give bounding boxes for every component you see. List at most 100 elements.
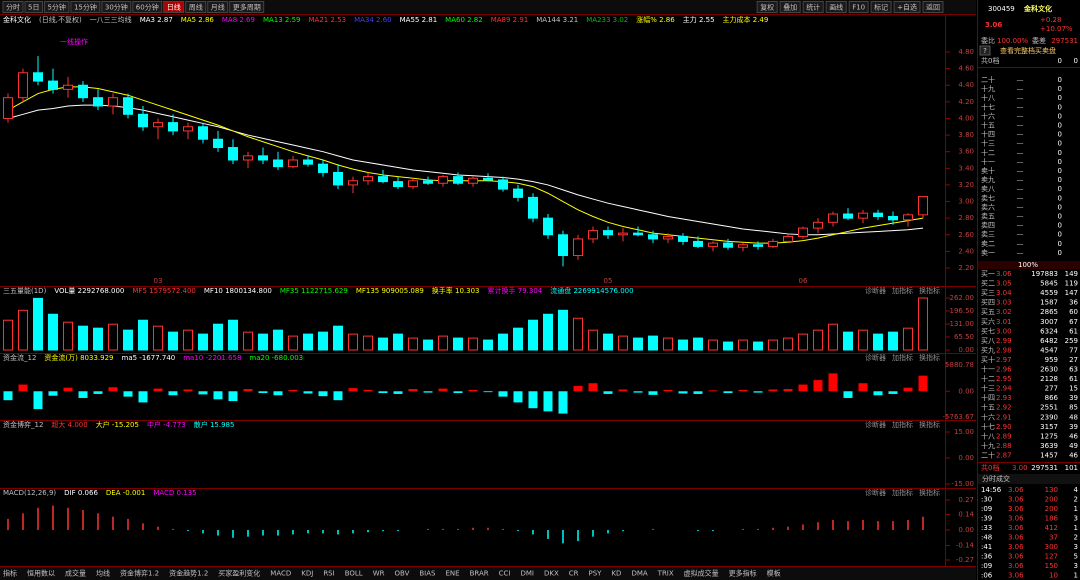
- ask-row: 0: [1058, 176, 1062, 184]
- trade-row: 14:56: [981, 486, 1002, 494]
- period-button[interactable]: 15分钟: [74, 3, 97, 12]
- indicator-tab[interactable]: CCI: [499, 570, 511, 578]
- period-button[interactable]: 60分钟: [136, 3, 159, 12]
- indicator-tab[interactable]: 资金趋势1.2: [169, 569, 208, 578]
- indicator-tab[interactable]: DKX: [544, 570, 559, 578]
- indicator-tab[interactable]: PSY: [589, 570, 603, 578]
- header-item: 累计换手 79.304: [488, 286, 543, 295]
- panel-tool[interactable]: 诊断器: [865, 353, 886, 362]
- bid-row: 27: [1069, 356, 1078, 364]
- volume-bar: [828, 323, 838, 351]
- bid-row: 61: [1069, 327, 1078, 335]
- period-button[interactable]: 5分钟: [47, 3, 65, 12]
- fund-bar: [3, 391, 13, 401]
- candle-body: [243, 155, 253, 161]
- ask-row: —: [1017, 140, 1024, 148]
- bid-row: 2.98: [996, 346, 1012, 354]
- indicator-tab[interactable]: BIAS: [419, 570, 436, 578]
- indicator-tab[interactable]: OBV: [394, 570, 409, 578]
- tool-button[interactable]: 复权: [760, 3, 774, 12]
- tool-button[interactable]: +自选: [897, 3, 917, 12]
- period-button[interactable]: 周线: [189, 3, 203, 12]
- panel-tool[interactable]: 诊断器: [865, 420, 886, 429]
- panel-tool[interactable]: 加指标: [892, 353, 913, 362]
- indicator-tab[interactable]: DMI: [520, 570, 534, 578]
- fund-bar: [378, 391, 388, 394]
- y-tick-label: 2.40: [958, 247, 974, 255]
- candle-body: [693, 240, 703, 247]
- bid-row: 十六: [981, 412, 995, 421]
- period-button[interactable]: 30分钟: [105, 3, 128, 12]
- ask-row: 0: [1058, 149, 1062, 157]
- header-item: MACD(12,26,9): [3, 489, 56, 497]
- indicator-tab[interactable]: 指标: [3, 569, 17, 578]
- indicator-tab[interactable]: 资金博弈1.2: [120, 569, 159, 578]
- panel-tool[interactable]: 换指标: [919, 353, 940, 362]
- bid-row: 2.95: [996, 375, 1012, 383]
- panel-tool[interactable]: 加指标: [892, 420, 913, 429]
- period-button[interactable]: 分时: [6, 3, 20, 12]
- tool-button[interactable]: 标记: [874, 3, 888, 12]
- help[interactable]: ?: [983, 47, 987, 55]
- indicator-tab[interactable]: WR: [373, 570, 385, 578]
- trade-row: 10: [1049, 572, 1058, 580]
- panel-tool[interactable]: 加指标: [892, 488, 913, 497]
- candle-body: [783, 235, 793, 242]
- price-pct: +10.07%: [1040, 25, 1073, 33]
- candle-body: [333, 171, 343, 186]
- indicator-tab[interactable]: BOLL: [345, 570, 363, 578]
- indicator-tab[interactable]: 买家盈利变化: [218, 569, 260, 578]
- panel-tool[interactable]: 诊断器: [865, 488, 886, 497]
- tool-button[interactable]: 返回: [926, 4, 940, 12]
- fund-bar: [678, 391, 688, 394]
- bid-row: 买五: [981, 308, 995, 316]
- full-book-link[interactable]: 查看完整档买卖盘: [1000, 46, 1056, 55]
- indicator-tab[interactable]: KD: [611, 570, 621, 578]
- bid-row: 2.93: [996, 394, 1012, 402]
- period-button[interactable]: 更多周期: [233, 3, 261, 12]
- panel-tool[interactable]: 换指标: [919, 286, 940, 295]
- header-item: MA60 2.82: [445, 16, 483, 24]
- indicator-tab[interactable]: ENE: [445, 570, 459, 578]
- x-tick-label: 06: [799, 277, 808, 285]
- indicator-tab[interactable]: TRIX: [657, 570, 674, 578]
- fund-bar: [663, 389, 673, 392]
- indicator-tab[interactable]: 模板: [767, 569, 781, 578]
- fund-bar: [528, 391, 538, 409]
- indicator-tab[interactable]: 均线: [96, 569, 110, 578]
- indicator-tab[interactable]: 虚拟成交量: [684, 569, 719, 578]
- panel-tool[interactable]: 加指标: [892, 286, 913, 295]
- trade-row: 3.06: [1008, 515, 1024, 523]
- period-button[interactable]: 5日: [28, 4, 39, 12]
- indicator-tab[interactable]: DMA: [631, 570, 647, 578]
- indicator-tab[interactable]: KDJ: [301, 570, 313, 578]
- tabs-bg: [0, 567, 976, 580]
- panel-tool[interactable]: 诊断器: [865, 286, 886, 295]
- y-tick-label: 0.00: [958, 526, 974, 534]
- period-button[interactable]: 日线: [167, 3, 181, 12]
- header-item: 主力成本 2.49: [723, 15, 769, 24]
- candle-body: [108, 97, 118, 107]
- tool-button[interactable]: 叠加: [783, 3, 797, 12]
- bid-row: 77: [1069, 346, 1078, 354]
- indicator-tab[interactable]: CR: [569, 570, 579, 578]
- ratio: 100.00%: [997, 37, 1028, 45]
- tool-button[interactable]: F10: [852, 4, 865, 12]
- tool-button[interactable]: 统计: [806, 3, 820, 12]
- panel-tool[interactable]: 换指标: [919, 420, 940, 429]
- volume-bar: [423, 339, 433, 351]
- panel-tool[interactable]: 换指标: [919, 488, 940, 497]
- tool-button[interactable]: 画线: [829, 3, 843, 12]
- indicator-tab[interactable]: 更多指标: [729, 569, 757, 578]
- ask-row: 卖三: [981, 231, 995, 239]
- indicator-tab[interactable]: MACD: [270, 570, 291, 578]
- button-frame: [163, 1, 185, 13]
- ask-row: 十七: [981, 102, 995, 111]
- indicator-tab[interactable]: 成交量: [65, 569, 86, 578]
- indicator-tab[interactable]: BRAR: [470, 570, 489, 578]
- period-button[interactable]: 月线: [211, 3, 225, 12]
- indicator-tab[interactable]: RSI: [323, 570, 334, 578]
- bid-row: 46: [1069, 432, 1078, 440]
- indicator-tab[interactable]: 恒用数以: [27, 569, 55, 578]
- ask-row: 十五: [981, 121, 995, 130]
